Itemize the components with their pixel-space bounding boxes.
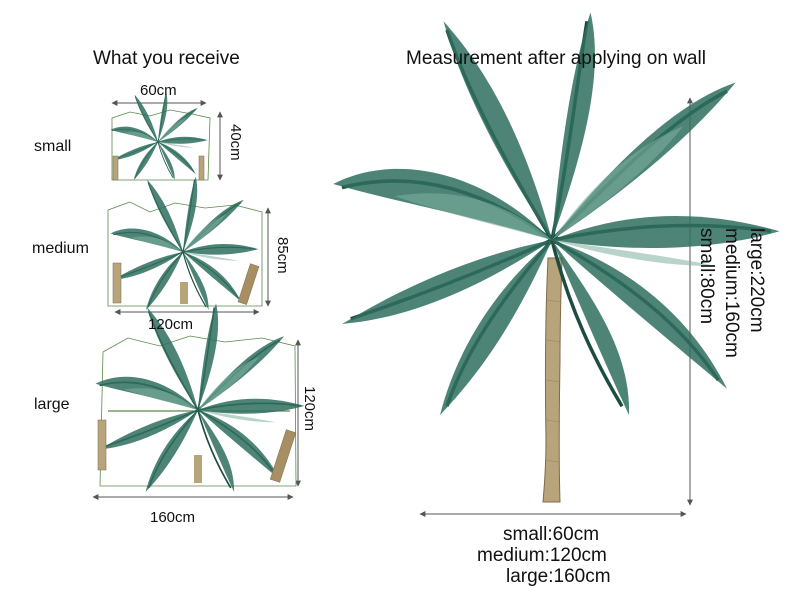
palm-tree-decal xyxy=(110,92,208,181)
medium-width-label: 120cm xyxy=(148,316,194,333)
applied-height-medium: medium:160cm xyxy=(721,228,742,358)
medium-height-label: 85cm xyxy=(274,237,291,274)
medium-decal-sheet xyxy=(107,176,263,311)
large-decal-sheet xyxy=(94,302,306,493)
applied-height-large: large:220cm xyxy=(746,228,767,333)
large-width-label: 160cm xyxy=(150,509,196,526)
size-label-large: large xyxy=(34,396,70,413)
dimension-arrows xyxy=(92,97,693,517)
applied-width-small: small:60cm xyxy=(503,524,600,545)
small-height-label: 40cm xyxy=(227,124,244,161)
large-height-label: 120cm xyxy=(301,386,318,432)
applied-width-medium: medium:120cm xyxy=(477,545,607,566)
left-title: What you receive xyxy=(93,48,240,69)
applied-height-labels: large:220cm medium:160cm small:80cm xyxy=(694,228,769,358)
small-decal-sheet xyxy=(110,92,211,181)
palm-tree-decal xyxy=(109,176,259,311)
small-width-label: 60cm xyxy=(140,82,177,99)
applied-height-small: small:80cm xyxy=(696,228,717,325)
palm-tree-decal xyxy=(94,302,306,493)
size-label-medium: medium xyxy=(32,240,89,257)
right-title: Measurement after applying on wall xyxy=(406,48,706,69)
size-label-small: small xyxy=(34,138,72,155)
applied-width-large: large:160cm xyxy=(506,566,611,587)
